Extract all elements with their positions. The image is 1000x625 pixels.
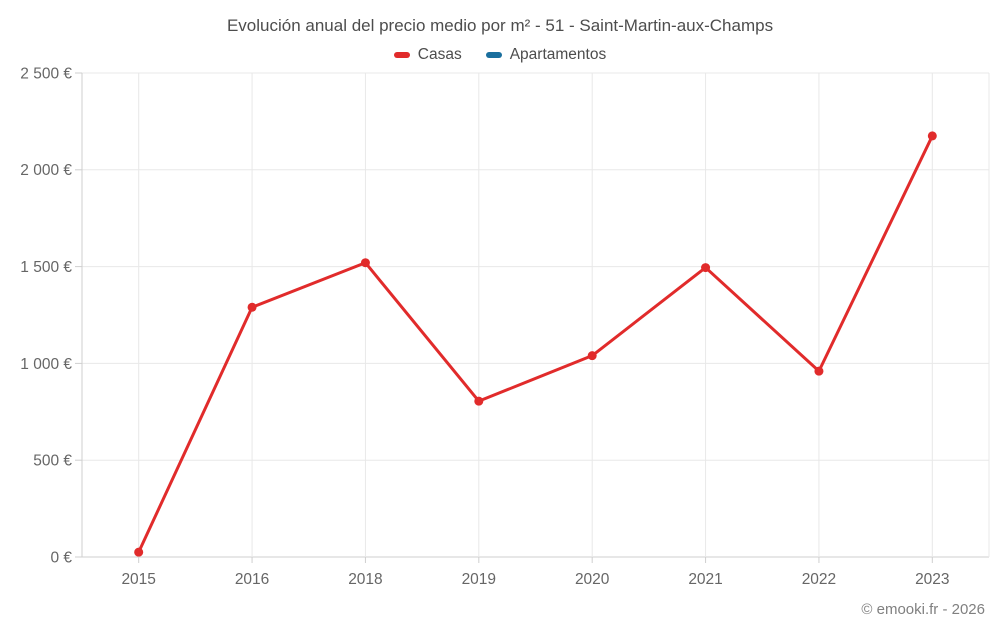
- y-axis-label: 0 €: [50, 549, 72, 566]
- legend-item-casas[interactable]: Casas: [393, 46, 462, 64]
- x-axis-label: 2016: [235, 571, 269, 588]
- data-point-casas-2019[interactable]: [474, 396, 484, 406]
- x-axis-label: 2021: [688, 571, 722, 588]
- x-axis-label: 2018: [348, 571, 382, 588]
- data-point-casas-2016[interactable]: [247, 302, 257, 312]
- data-point-casas-2022[interactable]: [814, 366, 824, 376]
- y-axis-label: 1 500 €: [20, 259, 72, 276]
- series-line-casas: [137, 134, 934, 554]
- x-axis-label: 2022: [802, 571, 836, 588]
- data-point-casas-2020[interactable]: [587, 351, 597, 361]
- legend: Casas Apartamentos: [0, 46, 1000, 64]
- y-axis-label: 2 000 €: [20, 162, 72, 179]
- attribution-text: © emooki.fr - 2026: [861, 601, 985, 618]
- chart-title: Evolución anual del precio medio por m² …: [226, 16, 774, 35]
- data-point-casas-2021[interactable]: [701, 263, 711, 273]
- legend-item-apartamentos[interactable]: Apartamentos: [485, 46, 607, 64]
- data-point-casas-2018[interactable]: [360, 258, 370, 268]
- legend-label-apartamentos: Apartamentos: [509, 46, 607, 63]
- x-axis-label: 2015: [121, 571, 155, 588]
- y-axis-label: 1 000 €: [20, 356, 72, 373]
- legend-label-casas: Casas: [417, 46, 462, 63]
- apartamentos-legend-swatch-icon: [485, 52, 502, 58]
- casas-legend-swatch-icon: [393, 52, 410, 58]
- x-axis-label: 2023: [915, 571, 949, 588]
- data-point-casas-2015[interactable]: [134, 547, 144, 557]
- y-axis-label: 500 €: [33, 453, 72, 470]
- x-axis-label: 2020: [575, 571, 610, 588]
- y-axis-label: 2 500 €: [20, 65, 72, 82]
- data-point-casas-2023[interactable]: [927, 131, 937, 141]
- x-axis-label: 2019: [462, 571, 496, 588]
